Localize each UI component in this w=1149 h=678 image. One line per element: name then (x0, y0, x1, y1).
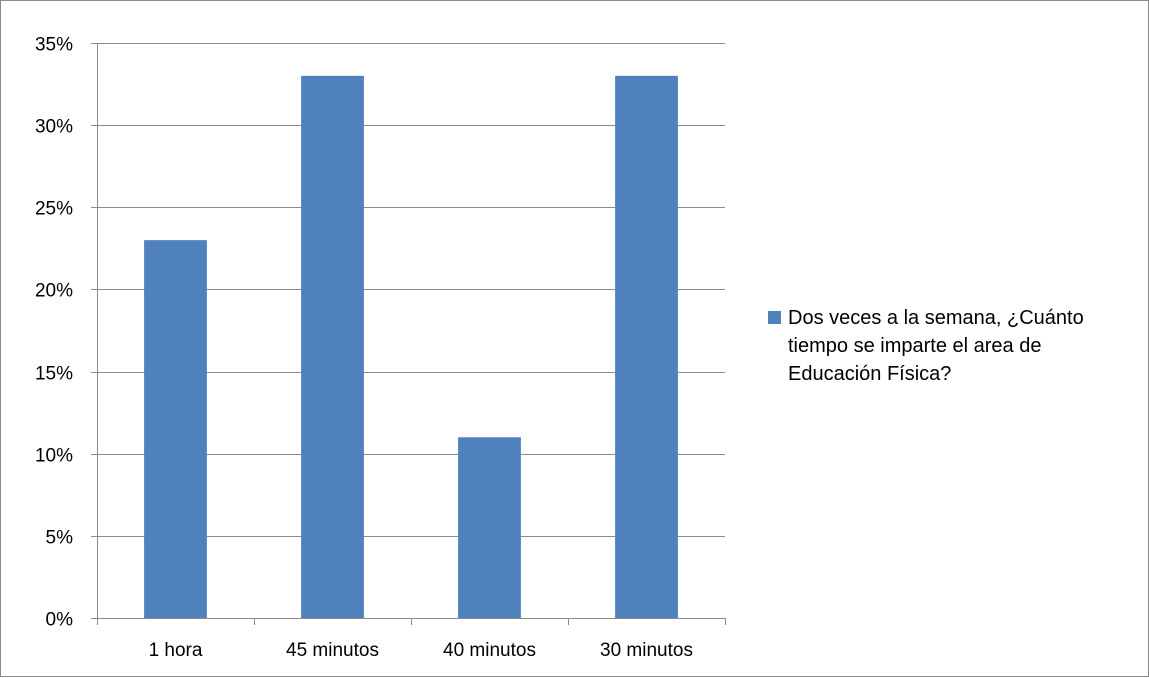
legend-label: Dos veces a la semana, ¿Cuánto tiempo se… (788, 307, 1084, 385)
y-tick-label: 25% (35, 199, 73, 220)
y-tick-label: 0% (46, 610, 74, 631)
y-tick-label: 5% (46, 528, 74, 549)
y-tick-label: 30% (35, 117, 73, 138)
y-tick-label: 35% (35, 35, 73, 56)
x-tick-label: 45 minutos (286, 640, 379, 661)
y-tick-label: 15% (35, 364, 73, 385)
x-tick-label: 1 hora (149, 640, 203, 661)
x-tick-label: 30 minutos (600, 640, 693, 661)
bar (301, 75, 364, 619)
y-tick-label: 10% (35, 446, 73, 467)
bar (144, 240, 207, 618)
x-tick-label: 40 minutos (443, 640, 536, 661)
bar (615, 75, 678, 619)
y-tick-label: 20% (35, 281, 73, 302)
legend: Dos veces a la semana, ¿Cuánto tiempo se… (768, 304, 1148, 388)
legend-swatch (768, 311, 781, 324)
bar (458, 437, 521, 618)
